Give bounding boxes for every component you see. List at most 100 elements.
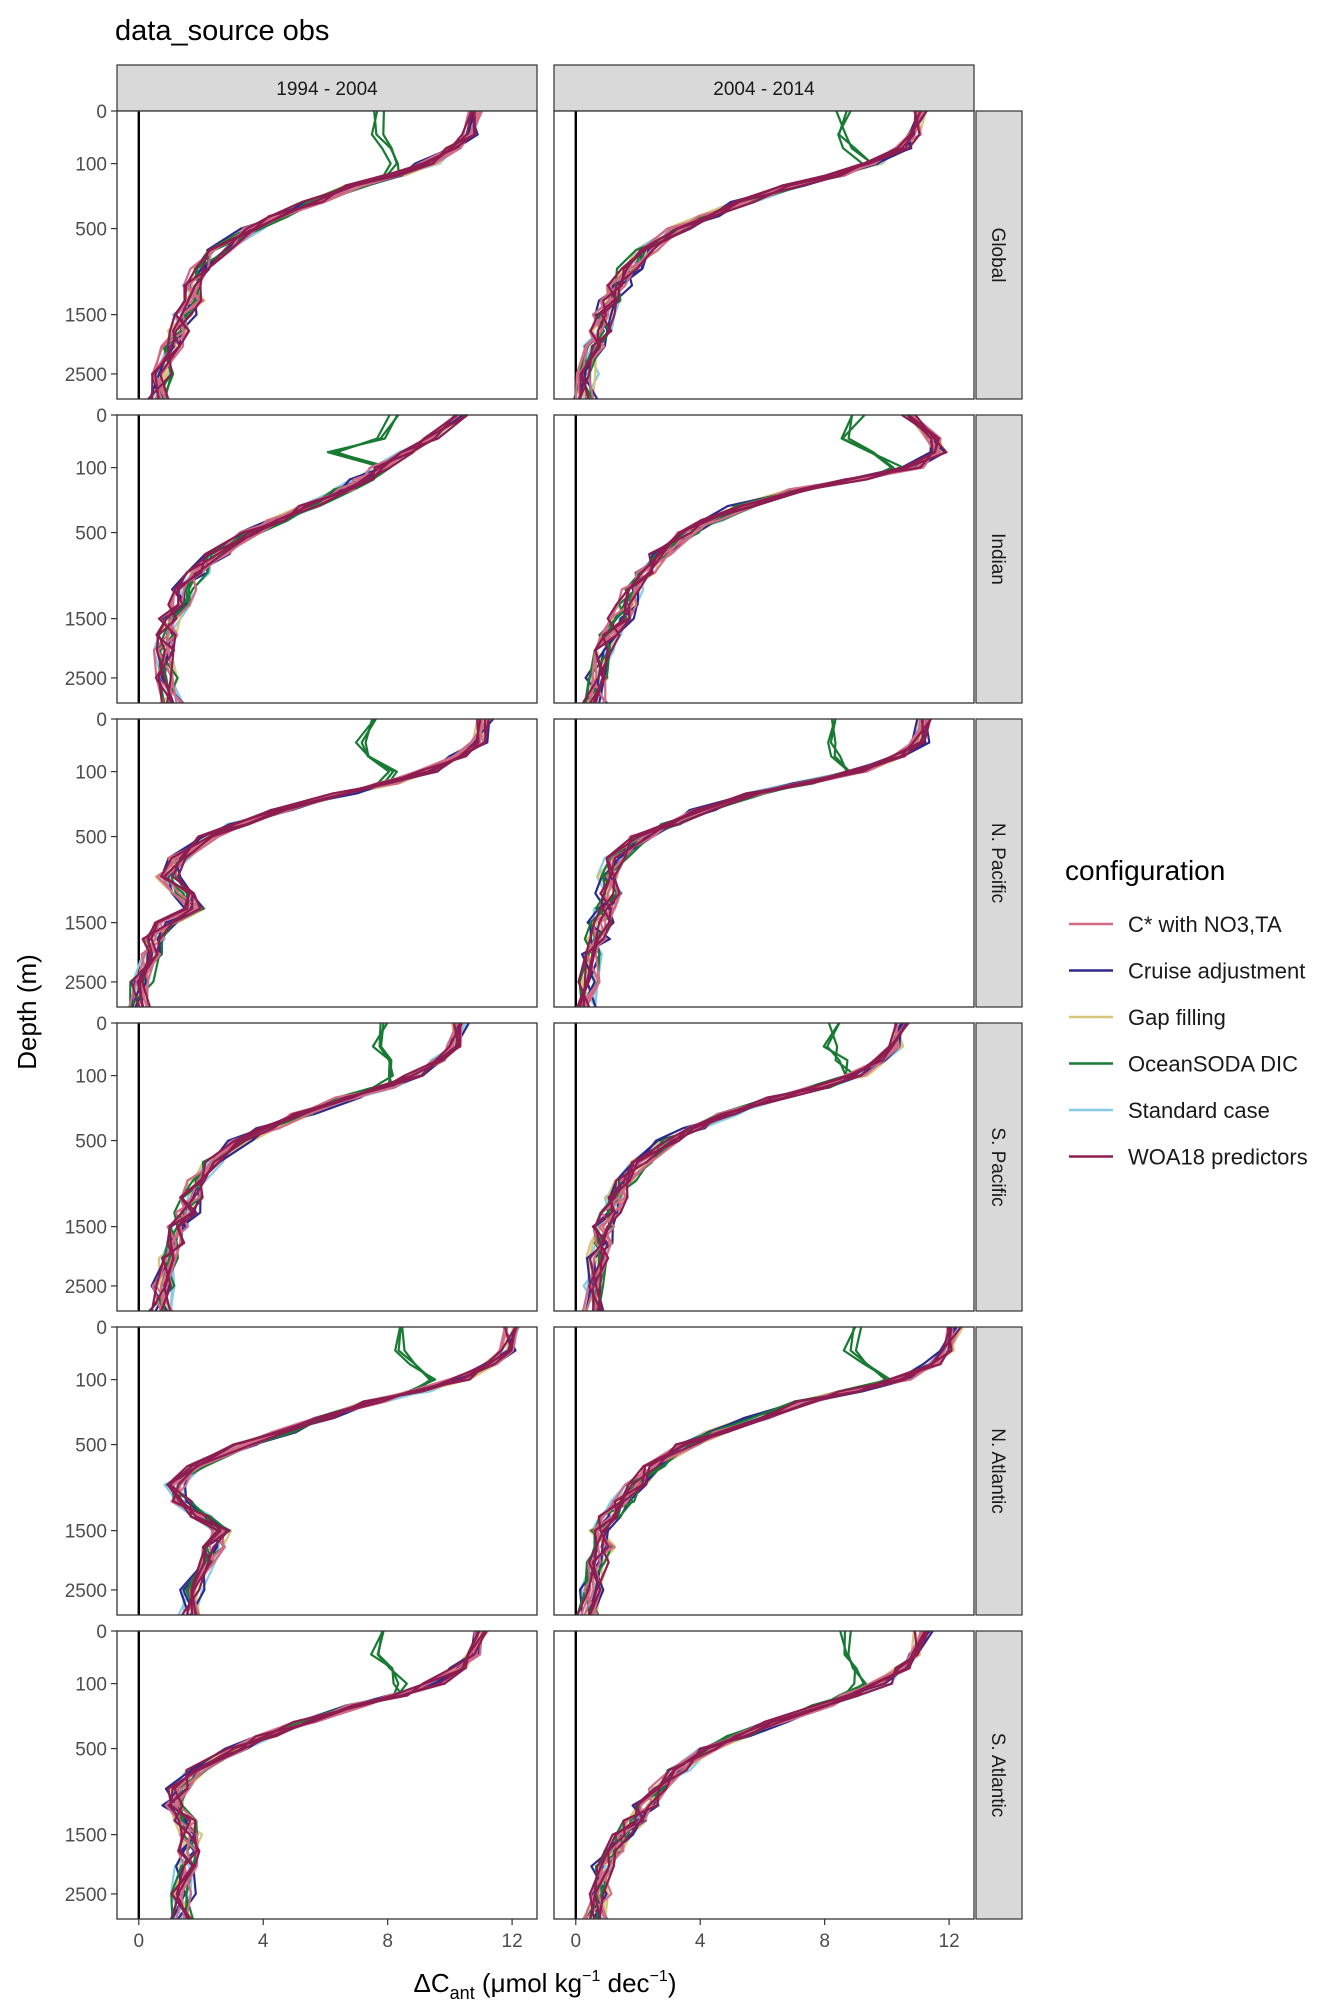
panel-background bbox=[117, 415, 537, 703]
x-tick-label: 12 bbox=[939, 1931, 960, 1952]
profile-line bbox=[598, 1630, 930, 1920]
facet-panel bbox=[553, 110, 975, 400]
y-tick-label: 2500 bbox=[65, 1581, 107, 1602]
y-tick-label: 1500 bbox=[65, 1522, 107, 1543]
legend-label: Gap filling bbox=[1128, 1005, 1226, 1030]
y-tick-label: 0 bbox=[96, 406, 107, 427]
panel-background bbox=[117, 1023, 537, 1311]
facet-panel bbox=[116, 1630, 538, 1920]
profile-line bbox=[589, 414, 948, 704]
facet-panel bbox=[553, 1630, 975, 1920]
y-tick-label: 1500 bbox=[65, 914, 107, 935]
panel-background bbox=[117, 111, 537, 399]
panel-border bbox=[116, 110, 538, 400]
legend-label: Standard case bbox=[1128, 1098, 1270, 1123]
y-tick-label: 100 bbox=[75, 1675, 107, 1696]
row-strip-label: S. Pacific bbox=[987, 1127, 1008, 1206]
facet-panel bbox=[116, 110, 538, 400]
legend-label: OceanSODA DIC bbox=[1128, 1052, 1298, 1077]
facet-panels: 1994 - 2004 2004 - 2014 Global 0 100 500 1500 2… bbox=[65, 64, 1023, 1952]
profile-line bbox=[155, 414, 459, 704]
y-tick-label: 0 bbox=[96, 1318, 107, 1339]
x-tick-label: 8 bbox=[382, 1931, 393, 1952]
y-tick-label: 0 bbox=[96, 102, 107, 123]
y-tick-label: 2500 bbox=[65, 1885, 107, 1906]
column-strip bbox=[553, 64, 975, 112]
profile-line bbox=[582, 1630, 923, 1920]
row-strip bbox=[975, 718, 1023, 1008]
row-strip bbox=[975, 1022, 1023, 1312]
row-strip-label: N. Atlantic bbox=[987, 1428, 1008, 1514]
profile-line bbox=[166, 1326, 517, 1616]
y-tick-label: 2500 bbox=[65, 365, 107, 386]
panel-border bbox=[553, 1022, 975, 1312]
profile-line bbox=[136, 718, 490, 1008]
y-tick-label: 2500 bbox=[65, 973, 107, 994]
panel-background bbox=[554, 1327, 974, 1615]
panel-border bbox=[116, 414, 538, 704]
column-strip-label: 2004 - 2014 bbox=[713, 79, 815, 100]
row-strip-label: Global bbox=[987, 228, 1008, 283]
row-strip-label: N. Pacific bbox=[987, 823, 1008, 903]
y-tick-label: 1500 bbox=[65, 610, 107, 631]
profile-line bbox=[170, 1630, 488, 1920]
y-tick-label: 500 bbox=[75, 220, 107, 241]
y-tick-label: 500 bbox=[75, 1132, 107, 1153]
panel-border bbox=[116, 1326, 538, 1616]
panel-border bbox=[553, 1326, 975, 1616]
profile-line bbox=[141, 718, 480, 1008]
y-tick-label: 2500 bbox=[65, 669, 107, 690]
y-tick-label: 500 bbox=[75, 1436, 107, 1457]
panel-border bbox=[553, 1630, 975, 1920]
profile-line bbox=[577, 718, 924, 1008]
profile-line bbox=[578, 718, 932, 1008]
panel-background bbox=[554, 111, 974, 399]
y-tick-label: 100 bbox=[75, 1371, 107, 1392]
panel-border bbox=[116, 1630, 538, 1920]
y-tick-label: 0 bbox=[96, 1014, 107, 1035]
panel-background bbox=[117, 719, 537, 1007]
facet-panel bbox=[116, 1022, 538, 1312]
profile-line bbox=[587, 1326, 953, 1616]
row-strip bbox=[975, 1630, 1023, 1920]
legend-title: configuration bbox=[1065, 855, 1225, 886]
y-tick-label: 100 bbox=[75, 763, 107, 784]
row-strip bbox=[975, 110, 1023, 400]
column-strip-label: 1994 - 2004 bbox=[276, 79, 378, 100]
x-tick-label: 0 bbox=[133, 1931, 144, 1952]
panel-border bbox=[553, 110, 975, 400]
profile-line bbox=[588, 1630, 922, 1920]
profile-line bbox=[154, 110, 473, 400]
panel-background bbox=[554, 415, 974, 703]
panel-border bbox=[553, 718, 975, 1008]
profile-line bbox=[156, 414, 468, 704]
facet-panel bbox=[116, 718, 538, 1008]
facet-panel bbox=[116, 1326, 538, 1616]
profile-line bbox=[154, 414, 456, 704]
y-tick-label: 1500 bbox=[65, 306, 107, 327]
profile-line bbox=[148, 1022, 394, 1312]
facet-panel bbox=[553, 1022, 975, 1312]
panel-background bbox=[554, 1023, 974, 1311]
y-tick-label: 500 bbox=[75, 828, 107, 849]
profile-line bbox=[588, 414, 936, 704]
profile-line bbox=[159, 110, 473, 400]
legend: configuration C* with NO3,TA Cruise adjus… bbox=[1065, 855, 1308, 1170]
x-tick-label: 0 bbox=[570, 1931, 581, 1952]
profile-line bbox=[588, 1022, 909, 1312]
y-tick-label: 2500 bbox=[65, 1277, 107, 1298]
row-strip bbox=[975, 414, 1023, 704]
x-axis-title: ΔCant (μmol kg−1 dec−1) bbox=[414, 1968, 677, 2003]
facet-panel bbox=[553, 718, 975, 1008]
profile-line bbox=[576, 718, 932, 1008]
panel-border bbox=[553, 414, 975, 704]
y-tick-label: 500 bbox=[75, 1740, 107, 1761]
y-tick-label: 1500 bbox=[65, 1218, 107, 1239]
profile-line bbox=[582, 718, 932, 1008]
y-tick-label: 100 bbox=[75, 155, 107, 176]
x-tick-label: 8 bbox=[819, 1931, 830, 1952]
legend-label: Cruise adjustment bbox=[1128, 959, 1305, 984]
y-tick-label: 1500 bbox=[65, 1826, 107, 1847]
panel-border bbox=[116, 718, 538, 1008]
x-tick-label: 12 bbox=[502, 1931, 523, 1952]
